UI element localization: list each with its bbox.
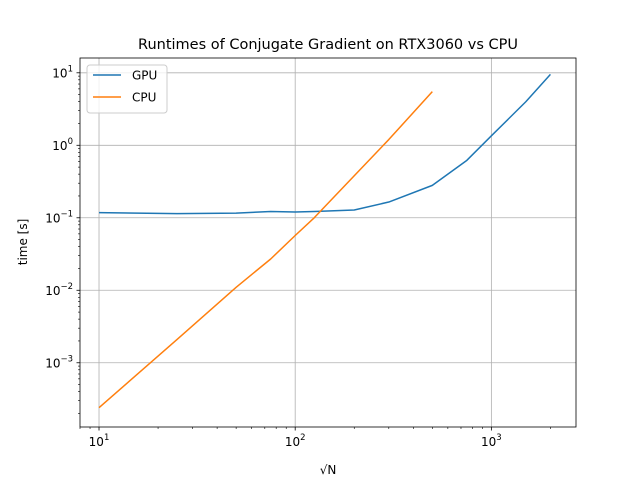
tick-base: 10 [89, 435, 104, 449]
tick-base: 10 [45, 284, 60, 298]
y-tick-label: 10−2 [45, 282, 73, 298]
tick-exponent: 3 [496, 433, 501, 443]
y-tick-label: 10−1 [45, 209, 73, 225]
legend-label-cpu: CPU [132, 91, 156, 105]
legend-box [86, 64, 168, 114]
tick-base: 10 [481, 435, 496, 449]
y-tick-label: 10−3 [45, 354, 73, 370]
tick-exponent: 1 [68, 64, 73, 74]
tick-base: 10 [285, 435, 300, 449]
tick-base: 10 [52, 139, 67, 153]
y-tick-label: 101 [52, 64, 73, 80]
tick-exponent: 0 [68, 137, 73, 147]
tick-exponent: 2 [300, 433, 305, 443]
y-tick-label: 100 [52, 137, 73, 153]
tick-base: 10 [45, 211, 60, 225]
chart-title: Runtimes of Conjugate Gradient on RTX306… [138, 37, 518, 53]
tick-base: 10 [45, 356, 60, 370]
legend-label-gpu: GPU [132, 69, 157, 83]
x-tick-label: 101 [89, 433, 110, 449]
tick-exponent: 1 [104, 433, 109, 443]
tick-exponent: −3 [60, 354, 73, 364]
plot-frame [79, 57, 577, 428]
y-axis-label: time [s] [16, 219, 30, 266]
legend: GPU CPU [86, 64, 168, 114]
tick-base: 10 [52, 66, 67, 80]
tick-exponent: −1 [60, 209, 73, 219]
x-tick-label: 102 [285, 433, 306, 449]
x-axis-label: √N [320, 463, 337, 477]
series-line-gpu [98, 73, 551, 215]
x-tick-label: 103 [481, 433, 502, 449]
series-line-cpu [98, 91, 433, 409]
tick-exponent: −2 [60, 282, 73, 292]
series-layer [98, 73, 551, 409]
